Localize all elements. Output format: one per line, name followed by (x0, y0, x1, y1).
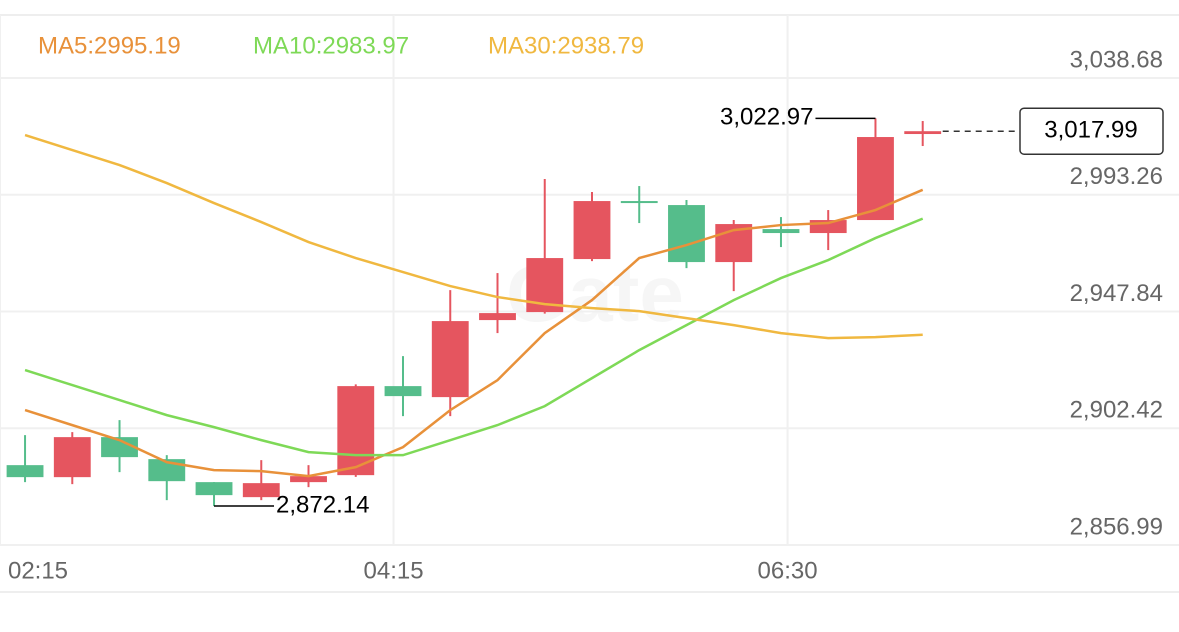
y-tick-label: 3,038.68 (1070, 46, 1163, 73)
y-tick-label: 2,993.26 (1070, 163, 1163, 190)
legend-entry: MA30:2938.79 (488, 32, 644, 59)
y-tick-label: 2,856.99 (1070, 513, 1163, 540)
x-tick-label: 02:15 (8, 557, 68, 584)
candle-body (431, 321, 469, 398)
candle-body (101, 437, 138, 458)
candle-body (857, 137, 894, 221)
candle-body (6, 465, 44, 478)
candle-body (904, 131, 942, 135)
last-price-label: 3,017.99 (1044, 117, 1137, 144)
high-label: 3,022.97 (720, 104, 813, 131)
y-tick-label: 2,902.42 (1070, 397, 1163, 424)
candle-body (290, 476, 327, 483)
candle-body (620, 201, 658, 204)
candle-body (668, 205, 705, 263)
ma-line (24, 217, 924, 457)
x-tick-label: 04:15 (364, 557, 424, 584)
x-tick-label: 06:30 (758, 557, 818, 584)
candle-body (195, 482, 233, 496)
legend-entry: MA5:2995.19 (38, 32, 181, 59)
candle-body (573, 201, 611, 260)
candle-body (337, 386, 375, 476)
ma-line (24, 188, 924, 478)
candle-body (53, 437, 91, 478)
y-tick-label: 2,947.84 (1070, 280, 1163, 307)
candle-body (479, 313, 516, 321)
candle-body (762, 229, 800, 234)
candle-body (384, 386, 422, 397)
candle-body (242, 483, 280, 498)
ma-line (24, 133, 923, 340)
low-label: 2,872.14 (276, 491, 369, 518)
last-price-box (1019, 107, 1164, 155)
legend-entry: MA10:2983.97 (253, 32, 409, 59)
